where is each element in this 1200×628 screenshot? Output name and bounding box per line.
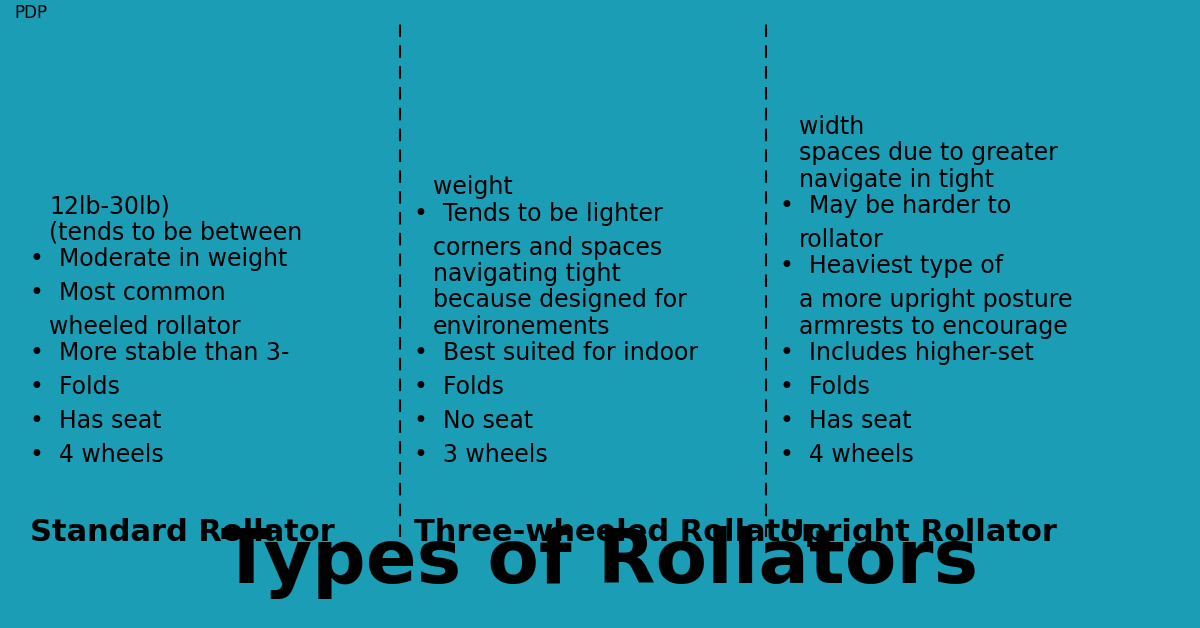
Text: wheeled rollator: wheeled rollator — [49, 315, 241, 338]
Text: PDP: PDP — [14, 4, 48, 22]
Text: •  Folds: • Folds — [780, 375, 870, 399]
Text: (tends to be between: (tends to be between — [49, 220, 302, 244]
Text: rollator: rollator — [799, 228, 884, 252]
Text: Standard Rollator: Standard Rollator — [30, 518, 335, 547]
Text: armrests to encourage: armrests to encourage — [799, 315, 1068, 338]
Text: •  Best suited for indoor: • Best suited for indoor — [414, 341, 698, 365]
Text: •  Includes higher-set: • Includes higher-set — [780, 341, 1034, 365]
Text: environements: environements — [433, 315, 611, 338]
Text: •  No seat: • No seat — [414, 409, 533, 433]
Text: •  Has seat: • Has seat — [780, 409, 912, 433]
Text: •  Moderate in weight: • Moderate in weight — [30, 247, 287, 271]
Text: navigating tight: navigating tight — [433, 262, 622, 286]
Text: •  Folds: • Folds — [30, 375, 120, 399]
Text: •  Tends to be lighter: • Tends to be lighter — [414, 202, 662, 225]
Text: •  4 wheels: • 4 wheels — [30, 443, 163, 467]
Text: Types of Rollators: Types of Rollators — [222, 526, 978, 598]
Text: width: width — [799, 115, 864, 139]
Text: spaces due to greater: spaces due to greater — [799, 141, 1058, 165]
Text: •  More stable than 3-: • More stable than 3- — [30, 341, 289, 365]
Text: •  3 wheels: • 3 wheels — [414, 443, 547, 467]
Text: •  4 wheels: • 4 wheels — [780, 443, 913, 467]
Text: because designed for: because designed for — [433, 288, 688, 312]
Text: weight: weight — [433, 175, 512, 199]
Text: •  May be harder to: • May be harder to — [780, 194, 1012, 218]
Text: •  Heaviest type of: • Heaviest type of — [780, 254, 1003, 278]
Text: •  Has seat: • Has seat — [30, 409, 162, 433]
Text: •  Most common: • Most common — [30, 281, 226, 305]
Text: navigate in tight: navigate in tight — [799, 168, 995, 192]
Text: 12lb-30lb): 12lb-30lb) — [49, 194, 170, 218]
Text: Three-wheeled Rollator: Three-wheeled Rollator — [414, 518, 816, 547]
Text: Upright Rollator: Upright Rollator — [780, 518, 1057, 547]
Text: a more upright posture: a more upright posture — [799, 288, 1073, 312]
Text: •  Folds: • Folds — [414, 375, 504, 399]
Text: corners and spaces: corners and spaces — [433, 236, 662, 259]
